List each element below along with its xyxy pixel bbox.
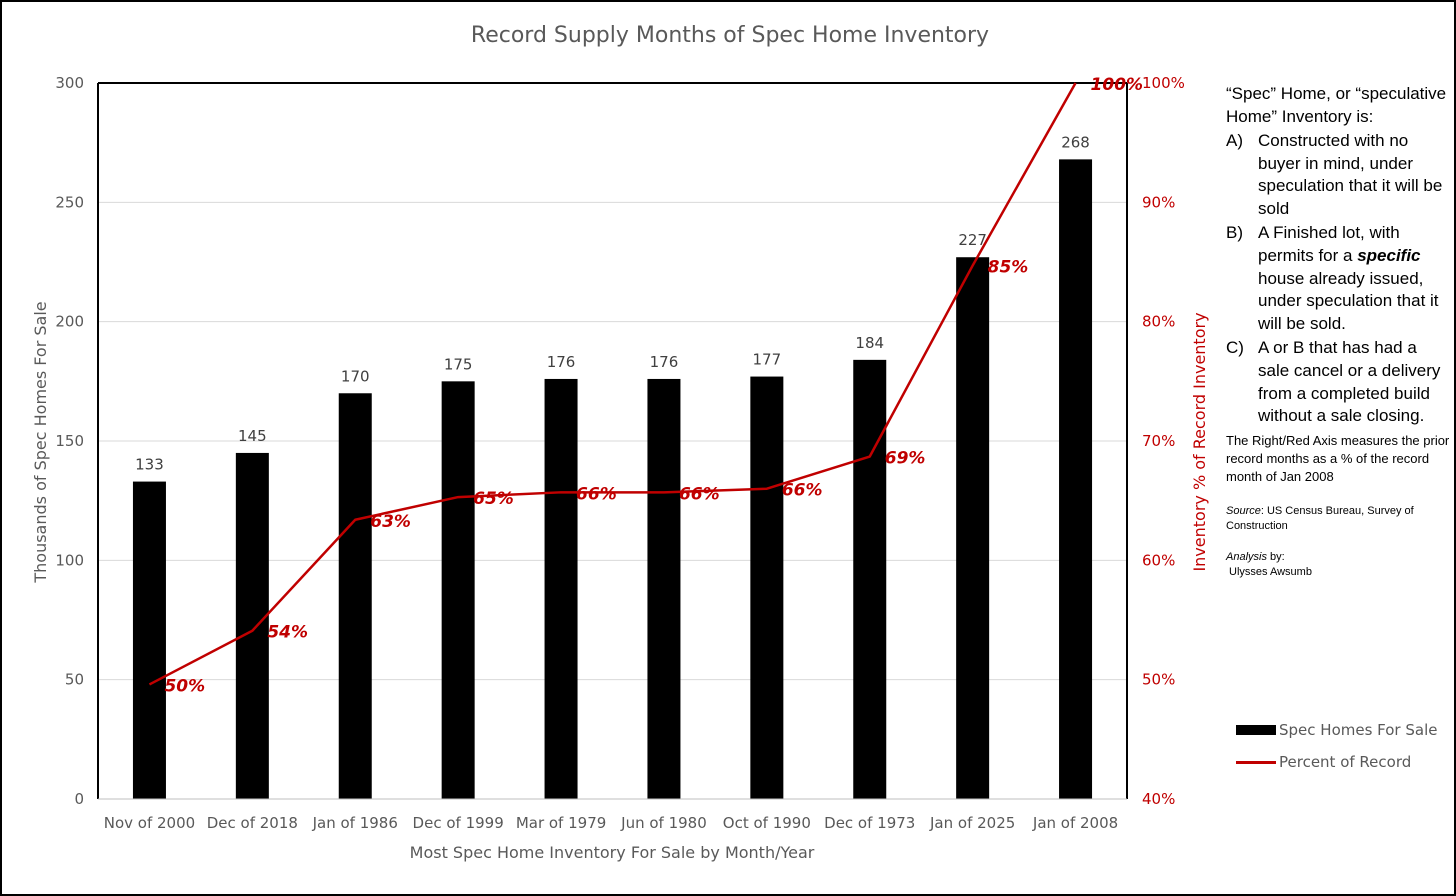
percent-line <box>148 82 1077 686</box>
y-axis-title: Thousands of Spec Homes For Sale <box>31 301 50 583</box>
y-tick-label: 50 <box>65 671 84 689</box>
legend-label: Spec Homes For Sale <box>1279 721 1438 739</box>
note-item-c: C) A or B that has had a sale cancel or … <box>1226 337 1452 427</box>
tick-labels: 0 50 100 150 200 250 300 40% 50% 60% 70% 80% 90% 100%… <box>55 74 1185 832</box>
percent-value-label: 66% <box>782 481 823 501</box>
percent-value-label: 85% <box>988 258 1029 278</box>
bar-value-label: 177 <box>753 351 782 369</box>
analysis-note: Analysis by: Ulysses Awsumb <box>1226 550 1452 580</box>
y-tick-label: 0 <box>74 790 84 808</box>
bar <box>235 452 269 799</box>
x-tick-label: Nov of 2000 <box>104 814 195 832</box>
bar <box>956 257 990 799</box>
bar <box>1059 159 1093 799</box>
y2-tick-label: 80% <box>1142 313 1175 331</box>
bar-value-label: 176 <box>547 353 576 371</box>
note-text: A or B that has had a sale cancel or a d… <box>1258 338 1441 426</box>
data-labels: 133 145 170 175 176 176 177 184 227 268 50% 54% 63% 6… <box>135 75 1143 696</box>
source-note: Source: US Census Bureau, Survey of Cons… <box>1226 504 1452 534</box>
bar-value-label: 133 <box>135 456 164 474</box>
legend: Spec Homes For Sale Percent of Record <box>1236 714 1451 778</box>
y2-tick-label: 90% <box>1142 193 1175 211</box>
note-letter: C) <box>1226 338 1244 358</box>
bar-value-label: 184 <box>855 334 884 352</box>
y-tick-label: 200 <box>55 313 84 331</box>
note-text-pre: A Finished lot, with permits for a <box>1258 223 1400 265</box>
percent-value-label: 63% <box>370 512 411 532</box>
note-item-a: A) Constructed with no buyer in mind, un… <box>1226 130 1452 220</box>
legend-item-line: Percent of Record <box>1236 746 1451 778</box>
bar <box>544 378 578 799</box>
y-tick-label: 150 <box>55 432 84 450</box>
x-tick-label: Dec of 1973 <box>824 814 915 832</box>
percent-value-label: 66% <box>679 484 720 504</box>
bar <box>441 381 475 799</box>
right-axis-note: The Right/Red Axis measures the prior re… <box>1226 432 1450 484</box>
y2-tick-label: 100% <box>1142 74 1185 92</box>
note-heading: “Spec” Home, or “speculative Home” Inven… <box>1226 84 1447 126</box>
axes <box>97 82 1128 800</box>
percent-value-label: 54% <box>267 623 308 643</box>
bar <box>750 376 784 799</box>
note-text-post: house already issued, under speculation … <box>1258 268 1439 333</box>
x-tick-label: Mar of 1979 <box>516 814 606 832</box>
analysis-name: Ulysses Awsumb <box>1229 565 1312 578</box>
source-label: Source <box>1226 504 1261 517</box>
bar <box>338 393 372 799</box>
note-text-emphasis: specific <box>1357 245 1421 265</box>
source-text: : US Census Bureau, Survey of Constructi… <box>1226 504 1414 532</box>
legend-swatch-line <box>1236 760 1276 764</box>
analysis-label: Analysis <box>1226 550 1267 563</box>
y-tick-label: 300 <box>55 74 84 92</box>
percent-value-label: 65% <box>473 489 514 509</box>
bar <box>853 359 887 799</box>
bar-value-label: 175 <box>444 355 473 373</box>
bar-value-label: 268 <box>1061 133 1090 151</box>
note-letter: B) <box>1226 223 1243 243</box>
line-series <box>148 82 1077 686</box>
y-tick-label: 250 <box>55 193 84 211</box>
x-tick-label: Jan of 2025 <box>929 814 1015 832</box>
bar-value-label: 170 <box>341 367 370 385</box>
legend-swatch-bar <box>1236 725 1276 735</box>
x-tick-label: Dec of 2018 <box>207 814 298 832</box>
bar-value-label: 145 <box>238 427 267 445</box>
x-tick-label: Jan of 1986 <box>312 814 398 832</box>
x-tick-label: Dec of 1999 <box>413 814 504 832</box>
definition-note: “Spec” Home, or “speculative Home” Inven… <box>1226 82 1452 580</box>
x-tick-label: Jun of 1980 <box>620 814 707 832</box>
percent-value-label: 69% <box>885 449 926 469</box>
y-tick-label: 100 <box>55 551 84 569</box>
gridlines <box>98 201 1127 681</box>
x-tick-label: Oct of 1990 <box>723 814 811 832</box>
note-letter: A) <box>1226 131 1243 150</box>
percent-value-label: 50% <box>164 676 205 696</box>
note-text: A Finished lot, with permits for a speci… <box>1258 222 1452 335</box>
y2-tick-label: 60% <box>1142 551 1175 569</box>
y2-tick-label: 50% <box>1142 671 1175 689</box>
y2-tick-label: 40% <box>1142 790 1175 808</box>
bar <box>132 481 166 799</box>
note-list: A) Constructed with no buyer in mind, un… <box>1226 130 1452 428</box>
note-item-b: B) A Finished lot, with permits for a sp… <box>1226 222 1452 335</box>
bar-value-label: 227 <box>958 231 987 249</box>
chart-title: Record Supply Months of Spec Home Invent… <box>471 23 989 48</box>
y2-axis-title: Inventory % of Record Inventory <box>1190 312 1209 571</box>
y2-tick-label: 70% <box>1142 432 1175 450</box>
legend-item-bars: Spec Homes For Sale <box>1236 714 1451 746</box>
bar-value-label: 176 <box>650 353 679 371</box>
percent-value-label: 100% <box>1091 75 1144 95</box>
note-text: Constructed with no buyer in mind, under… <box>1258 131 1443 218</box>
bar <box>647 378 681 799</box>
x-axis-title: Most Spec Home Inventory For Sale by Mon… <box>410 843 815 862</box>
analysis-by: by: <box>1266 550 1285 563</box>
x-tick-label: Jan of 2008 <box>1032 814 1118 832</box>
percent-value-label: 66% <box>576 484 617 504</box>
bar-series <box>132 159 1093 799</box>
legend-label: Percent of Record <box>1279 753 1412 771</box>
